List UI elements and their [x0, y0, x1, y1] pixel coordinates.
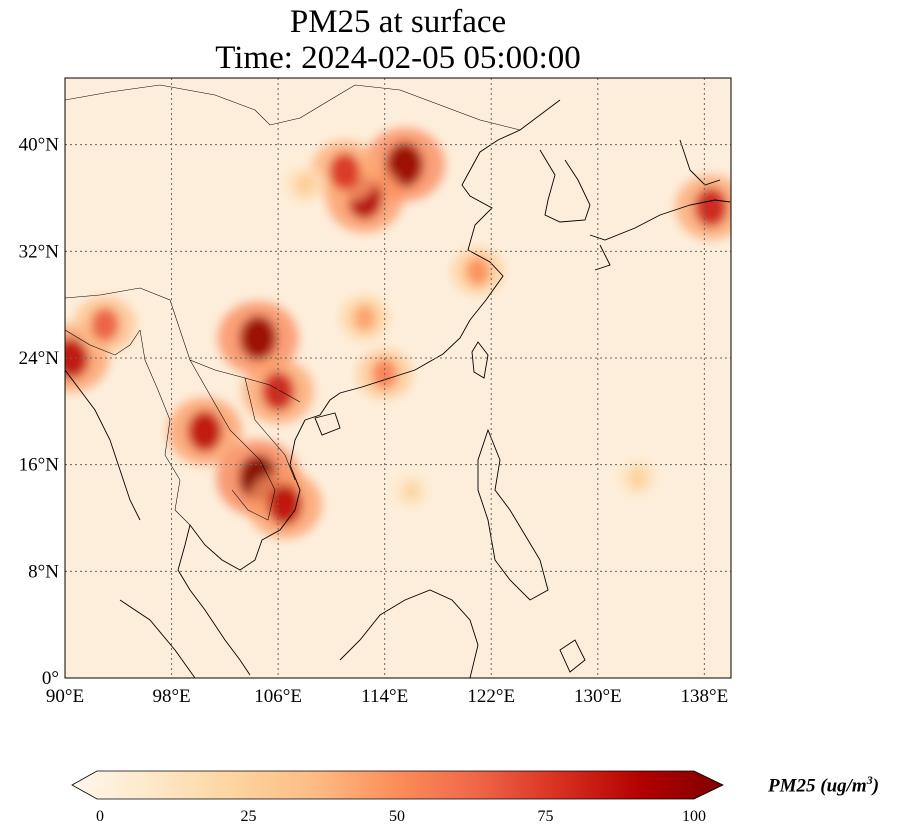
colorbar-ramp: [71, 770, 724, 800]
lat-tick-label: 40°N: [19, 135, 60, 156]
pm25-hotspot: [353, 304, 377, 332]
map-title: PM25 at surface: [289, 4, 507, 40]
pm25-hotspot: [628, 467, 647, 489]
lon-tick-label: 106°E: [254, 686, 302, 707]
lon-tick-label: 130°E: [574, 686, 622, 707]
border-china-south: [65, 287, 301, 403]
pm25-hotspot: [239, 316, 277, 360]
coastline-japan: [589, 139, 731, 271]
coastline-hainan: [314, 412, 341, 436]
pm25-hotspot: [329, 152, 361, 190]
coastline-indochina: [177, 419, 306, 676]
coastline-bay-of-bengal: [65, 369, 141, 521]
pm25-hotspot: [694, 187, 728, 227]
colorbar-tick-label: 75: [538, 808, 554, 825]
coastline-borneo: [339, 589, 479, 678]
lat-tick-label: 0°: [42, 668, 59, 689]
coastlines: [65, 99, 731, 678]
colorbar-tick-label: 100: [682, 808, 706, 825]
pm25-hotspot: [402, 481, 420, 502]
coastline-korea: [539, 149, 591, 223]
colorbar-tick-label: 0: [96, 808, 104, 825]
border-india-bangladesh: [65, 329, 141, 356]
pm25-hotspot: [295, 173, 314, 196]
colorbar-label: PM25 (ug/m3): [768, 773, 880, 797]
pm25-hotspot: [465, 256, 490, 286]
pm25-field: [65, 128, 731, 539]
colorbar: 0 25 50 75 100: [71, 770, 724, 825]
lat-tick-label: 8°N: [28, 561, 59, 582]
map-timestamp: Time: 2024-02-05 05:00:00: [215, 40, 581, 76]
border-laos: [189, 359, 276, 521]
pm25-hotspot: [261, 371, 295, 411]
lon-tick-label: 122°E: [467, 686, 515, 707]
lon-tick-label: 114°E: [361, 686, 408, 707]
pm25-hotspot: [267, 484, 302, 525]
pm25-hotspot: [187, 411, 222, 452]
latitude-axis: 0° 8°N 16°N 24°N 32°N 40°N: [19, 135, 60, 689]
pm25-hotspot: [386, 142, 423, 187]
gridlines: [65, 78, 731, 678]
map-frame: [64, 77, 732, 679]
colorbar-ticks: 0 25 50 75 100: [96, 808, 706, 825]
pm25-hotspot: [90, 307, 120, 342]
border-myanmar-thailand: [139, 329, 191, 526]
lon-tick-label: 98°E: [152, 686, 190, 707]
coastline-china-east: [304, 99, 561, 421]
lat-tick-label: 24°N: [19, 348, 60, 369]
lat-tick-label: 16°N: [19, 455, 60, 476]
coastline-sumatra: [119, 599, 196, 678]
country-borders: [65, 84, 521, 526]
border-vietnam: [244, 377, 296, 481]
lat-tick-label: 32°N: [19, 241, 60, 262]
coastline-taiwan: [471, 341, 489, 379]
coastline-sulawesi: [559, 639, 586, 673]
lon-tick-label: 90°E: [46, 686, 84, 707]
longitude-axis: 90°E 98°E 106°E 114°E 122°E 130°E 138°E: [46, 686, 728, 707]
coastline-philippines: [477, 428, 549, 601]
colorbar-tick-label: 25: [241, 808, 257, 825]
lon-tick-label: 138°E: [681, 686, 729, 707]
border-china-mongolia: [65, 84, 521, 131]
colorbar-tick-label: 50: [389, 808, 405, 825]
